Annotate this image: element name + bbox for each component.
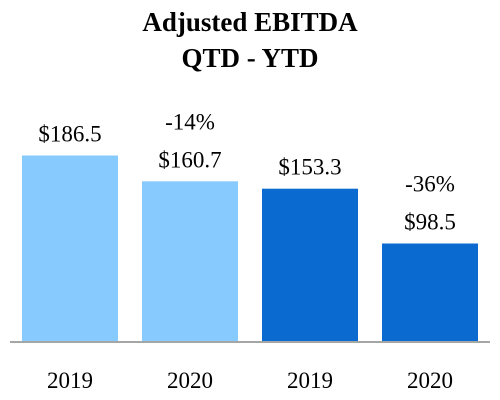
value-label-4: $98.5 <box>404 210 456 235</box>
change-label-4: -36% <box>405 172 455 197</box>
x-tick-label-2: 2020 <box>167 368 213 393</box>
x-tick-label-3: 2019 <box>287 368 333 393</box>
bar-1 <box>22 155 118 342</box>
change-label-2: -14% <box>165 109 215 134</box>
value-label-2: $160.7 <box>158 147 221 172</box>
value-label-3: $153.3 <box>278 155 341 180</box>
chart-title-line-1: Adjusted EBITDA <box>142 7 358 37</box>
x-tick-label-1: 2019 <box>47 368 93 393</box>
chart-title-line-2: QTD - YTD <box>181 43 318 73</box>
bar-2 <box>142 181 238 342</box>
x-tick-group: 2019 2020 2019 2020 <box>47 368 453 393</box>
bar-3 <box>262 188 358 342</box>
bar-group <box>22 155 478 342</box>
value-label-1: $186.5 <box>38 122 101 147</box>
bar-4 <box>382 243 478 342</box>
value-label-group: $186.5 $160.7 -14% $153.3 $98.5 -36% <box>38 109 456 234</box>
x-tick-label-4: 2020 <box>407 368 453 393</box>
